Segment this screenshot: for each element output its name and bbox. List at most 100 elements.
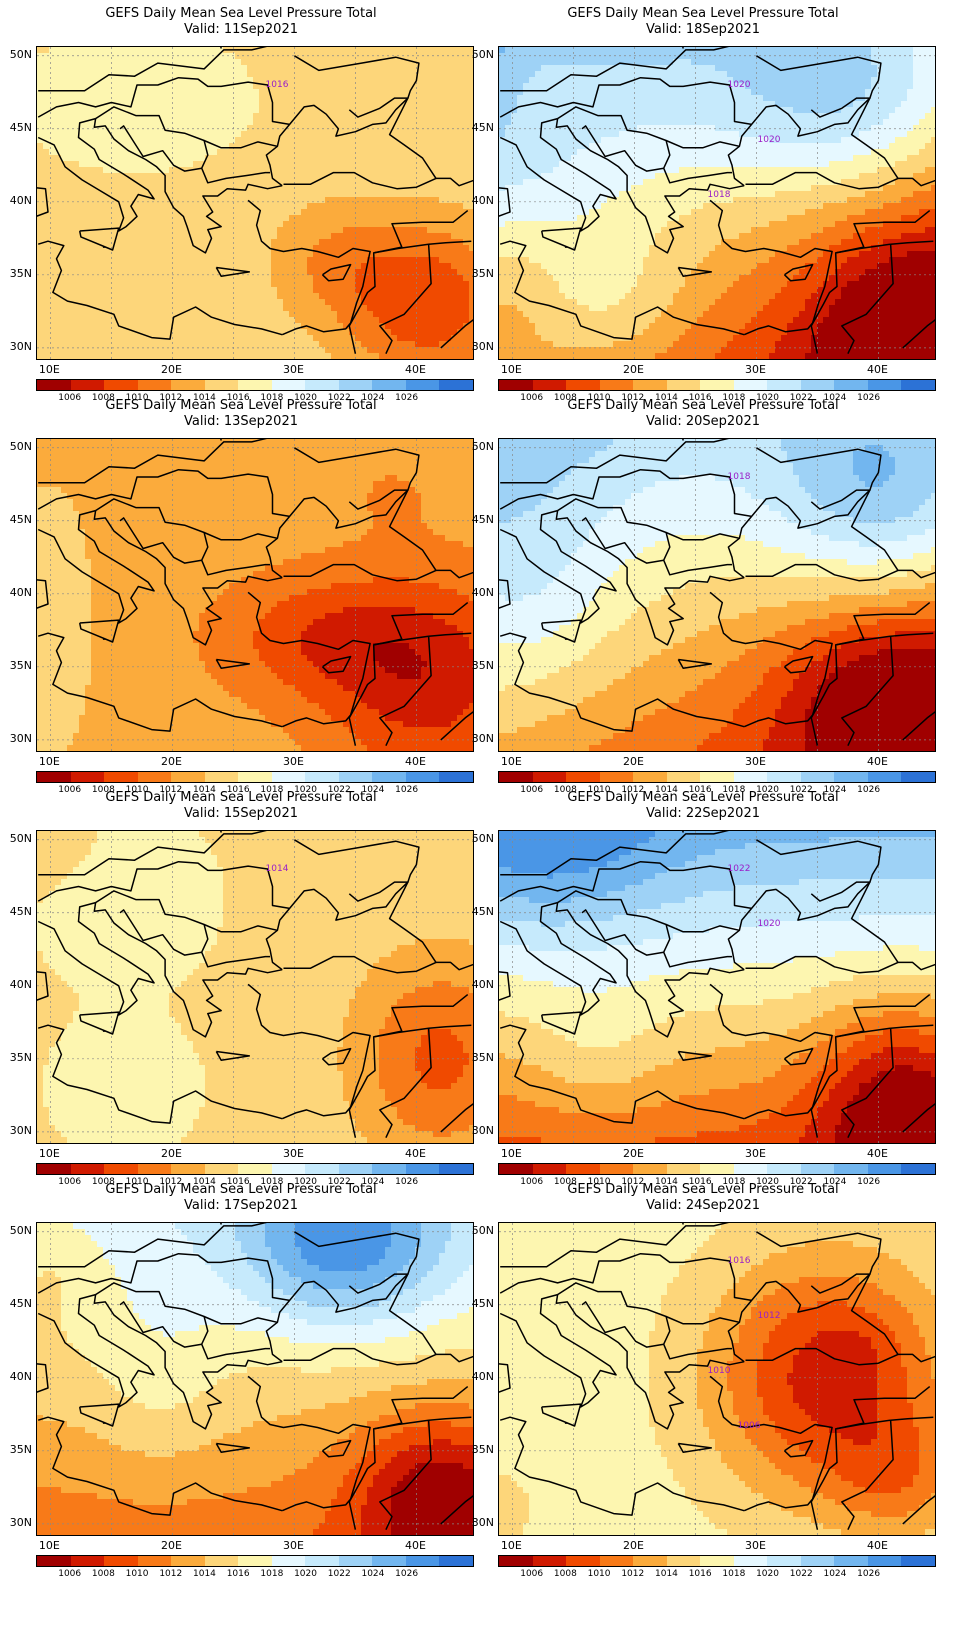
lat-label: 40N [464, 978, 494, 991]
colorbar-swatch [104, 1164, 138, 1174]
colorbar-label: 1010 [126, 393, 149, 403]
colorbar-swatch [499, 772, 533, 782]
colorbar-swatch [338, 1556, 373, 1566]
colorbar-swatch [439, 1556, 473, 1566]
lon-label: 40E [405, 756, 426, 768]
colorbar-swatch [204, 772, 239, 782]
lon-label: 20E [623, 1540, 644, 1552]
colorbar-swatch [633, 1556, 667, 1566]
lat-label: 50N [2, 832, 32, 845]
lat-label: 30N [2, 732, 32, 745]
colorbar-swatch [700, 380, 734, 390]
lon-label: 10E [501, 1540, 522, 1552]
colorbar-swatch [405, 1164, 440, 1174]
colorbar [36, 1163, 474, 1175]
isobar-label: 1018 [728, 472, 751, 482]
colorbar-swatch [901, 772, 935, 782]
lon-label: 20E [161, 1148, 182, 1160]
grid-lines [37, 439, 473, 751]
colorbar-label: 1026 [857, 393, 880, 403]
colorbar-swatch [834, 380, 868, 390]
lat-label: 50N [464, 440, 494, 453]
grid-lines [499, 831, 935, 1143]
colorbar-swatch [767, 1556, 801, 1566]
colorbar-label: 1006 [520, 393, 543, 403]
colorbar-swatch [867, 772, 902, 782]
colorbar-label: 1014 [193, 785, 216, 795]
lon-label: 40E [405, 364, 426, 376]
colorbar-swatch [700, 1164, 734, 1174]
lon-label: 10E [39, 1540, 60, 1552]
colorbar-label: 1026 [395, 785, 418, 795]
lat-label: 45N [464, 905, 494, 918]
colorbar [498, 1555, 936, 1567]
colorbar-label: 1024 [361, 1177, 384, 1187]
pressure-fill [499, 1223, 935, 1535]
lon-label: 20E [161, 1540, 182, 1552]
colorbar-swatch [137, 380, 172, 390]
colorbar-swatch [566, 1556, 600, 1566]
colorbar-swatch [767, 1164, 801, 1174]
colorbar-label: 1012 [159, 393, 182, 403]
colorbar-label: 1006 [520, 785, 543, 795]
lat-label: 35N [464, 1443, 494, 1456]
lat-label: 45N [464, 1297, 494, 1310]
coastlines [499, 47, 935, 355]
colorbar-swatch [666, 772, 701, 782]
lon-label: 20E [623, 364, 644, 376]
colorbar-label: 1008 [554, 393, 577, 403]
lon-label: 40E [867, 364, 888, 376]
lon-label: 10E [501, 1148, 522, 1160]
colorbar-label: 1012 [159, 1569, 182, 1579]
lon-label: 40E [867, 1148, 888, 1160]
colorbar-swatch [70, 380, 105, 390]
coastlines [37, 1223, 473, 1531]
colorbar-label: 1010 [588, 393, 611, 403]
pressure-map: 1014 [36, 830, 474, 1144]
lat-label: 30N [464, 1124, 494, 1137]
colorbar-label: 1014 [193, 1177, 216, 1187]
pressure-fill [499, 439, 935, 751]
colorbar-swatch [599, 1556, 634, 1566]
colorbar-swatch [867, 380, 902, 390]
map-panel: GEFS Daily Mean Sea Level Pressure Total… [0, 392, 482, 802]
isobar-label: 1014 [266, 864, 289, 874]
panel-valid-date: Valid: 17Sep2021 [0, 1198, 482, 1214]
colorbar-swatch [439, 772, 473, 782]
colorbar-label: 1010 [588, 785, 611, 795]
colorbar-swatch [566, 380, 600, 390]
colorbar-swatch [171, 1556, 205, 1566]
lat-label: 50N [2, 1224, 32, 1237]
map-panel: GEFS Daily Mean Sea Level Pressure Total… [0, 784, 482, 1194]
colorbar-label: 1022 [790, 1177, 813, 1187]
colorbar-label: 1024 [823, 1569, 846, 1579]
colorbar [36, 379, 474, 391]
lon-label: 20E [161, 364, 182, 376]
lat-label: 35N [464, 659, 494, 672]
colorbar-swatch [405, 772, 440, 782]
colorbar-swatch [767, 380, 801, 390]
lat-label: 30N [464, 1516, 494, 1529]
lon-label: 40E [867, 756, 888, 768]
colorbar-swatch [599, 1164, 634, 1174]
lon-label: 10E [39, 756, 60, 768]
pressure-map: 1022 1020 [498, 830, 936, 1144]
panel-valid-date: Valid: 24Sep2021 [462, 1198, 944, 1214]
colorbar-swatch [338, 380, 373, 390]
lon-label: 10E [39, 1148, 60, 1160]
colorbar-label: 1022 [328, 1177, 351, 1187]
panel-valid-date: Valid: 22Sep2021 [462, 806, 944, 822]
lat-label: 45N [464, 121, 494, 134]
grid-lines [499, 439, 935, 751]
colorbar-label: 1024 [361, 1569, 384, 1579]
colorbar-label: 1020 [756, 1569, 779, 1579]
colorbar-swatch [171, 772, 205, 782]
lat-label: 40N [2, 1370, 32, 1383]
lat-label: 30N [464, 340, 494, 353]
lat-label: 45N [2, 513, 32, 526]
colorbar-swatch [499, 1556, 533, 1566]
colorbar-swatch [439, 380, 473, 390]
colorbar-swatch [338, 772, 373, 782]
colorbar-swatch [532, 380, 567, 390]
colorbar-label: 1018 [722, 1177, 745, 1187]
